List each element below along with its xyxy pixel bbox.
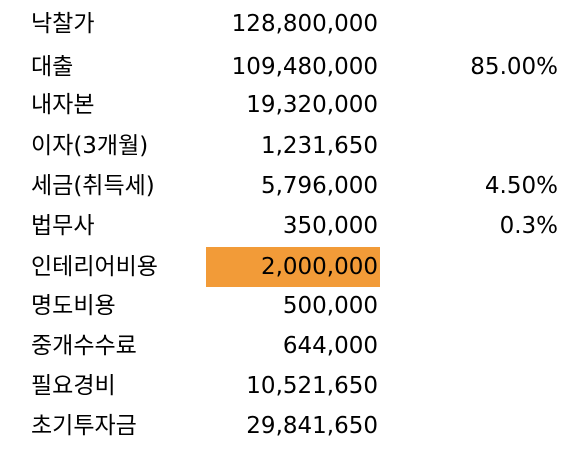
- row-rate[interactable]: 85.00%: [470, 54, 558, 80]
- row-rate[interactable]: [390, 4, 558, 44]
- row-value[interactable]: 5,796,000: [260, 173, 378, 199]
- row-interest: 이자(3개월) 1,231,650: [0, 126, 586, 166]
- row-loan: 대출 109,480,000 85.00%: [0, 47, 586, 87]
- row-value[interactable]: 29,841,650: [246, 413, 378, 439]
- row-rate[interactable]: 0.3%: [499, 213, 558, 239]
- row-label[interactable]: 인테리어비용: [31, 254, 158, 280]
- row-brokerage-fee: 중개수수료 644,000: [0, 326, 586, 366]
- row-rate[interactable]: [390, 286, 558, 326]
- row-label[interactable]: 초기투자금: [31, 413, 137, 439]
- row-label[interactable]: 대출: [31, 54, 74, 80]
- row-rate[interactable]: 4.50%: [484, 173, 558, 199]
- row-value[interactable]: 644,000: [282, 333, 378, 359]
- row-label[interactable]: 명도비용: [31, 293, 116, 319]
- row-label[interactable]: 세금(취득세): [31, 173, 155, 199]
- row-interior-cost: 인테리어비용 2,000,000: [0, 247, 586, 287]
- row-rate[interactable]: [390, 406, 558, 446]
- row-value[interactable]: 10,521,650: [246, 373, 378, 399]
- row-label[interactable]: 중개수수료: [31, 333, 137, 359]
- row-value[interactable]: 1,231,650: [260, 133, 378, 159]
- row-label[interactable]: 내자본: [31, 92, 95, 118]
- row-eviction-cost: 명도비용 500,000: [0, 286, 586, 326]
- row-rate[interactable]: [390, 326, 558, 366]
- row-value[interactable]: 128,800,000: [231, 11, 378, 37]
- row-rate[interactable]: [390, 85, 558, 125]
- row-value[interactable]: 350,000: [282, 213, 378, 239]
- row-value[interactable]: 19,320,000: [246, 92, 378, 118]
- row-required-expenses: 필요경비 10,521,650: [0, 366, 586, 406]
- row-rate[interactable]: [390, 366, 558, 406]
- row-label[interactable]: 필요경비: [31, 373, 116, 399]
- row-legal-fee: 법무사 350,000 0.3%: [0, 206, 586, 246]
- row-value[interactable]: 109,480,000: [231, 54, 378, 80]
- row-winning-bid: 낙찰가 128,800,000: [0, 4, 586, 44]
- row-label[interactable]: 낙찰가: [31, 11, 95, 37]
- row-rate[interactable]: [390, 126, 558, 166]
- row-rate[interactable]: [390, 247, 558, 287]
- row-own-capital: 내자본 19,320,000: [0, 85, 586, 125]
- row-tax: 세금(취득세) 5,796,000 4.50%: [0, 166, 586, 206]
- row-initial-investment: 초기투자금 29,841,650: [0, 406, 586, 446]
- row-value-highlighted[interactable]: 2,000,000: [206, 247, 380, 287]
- row-label[interactable]: 법무사: [31, 213, 95, 239]
- row-value[interactable]: 500,000: [282, 293, 378, 319]
- row-label[interactable]: 이자(3개월): [31, 133, 149, 159]
